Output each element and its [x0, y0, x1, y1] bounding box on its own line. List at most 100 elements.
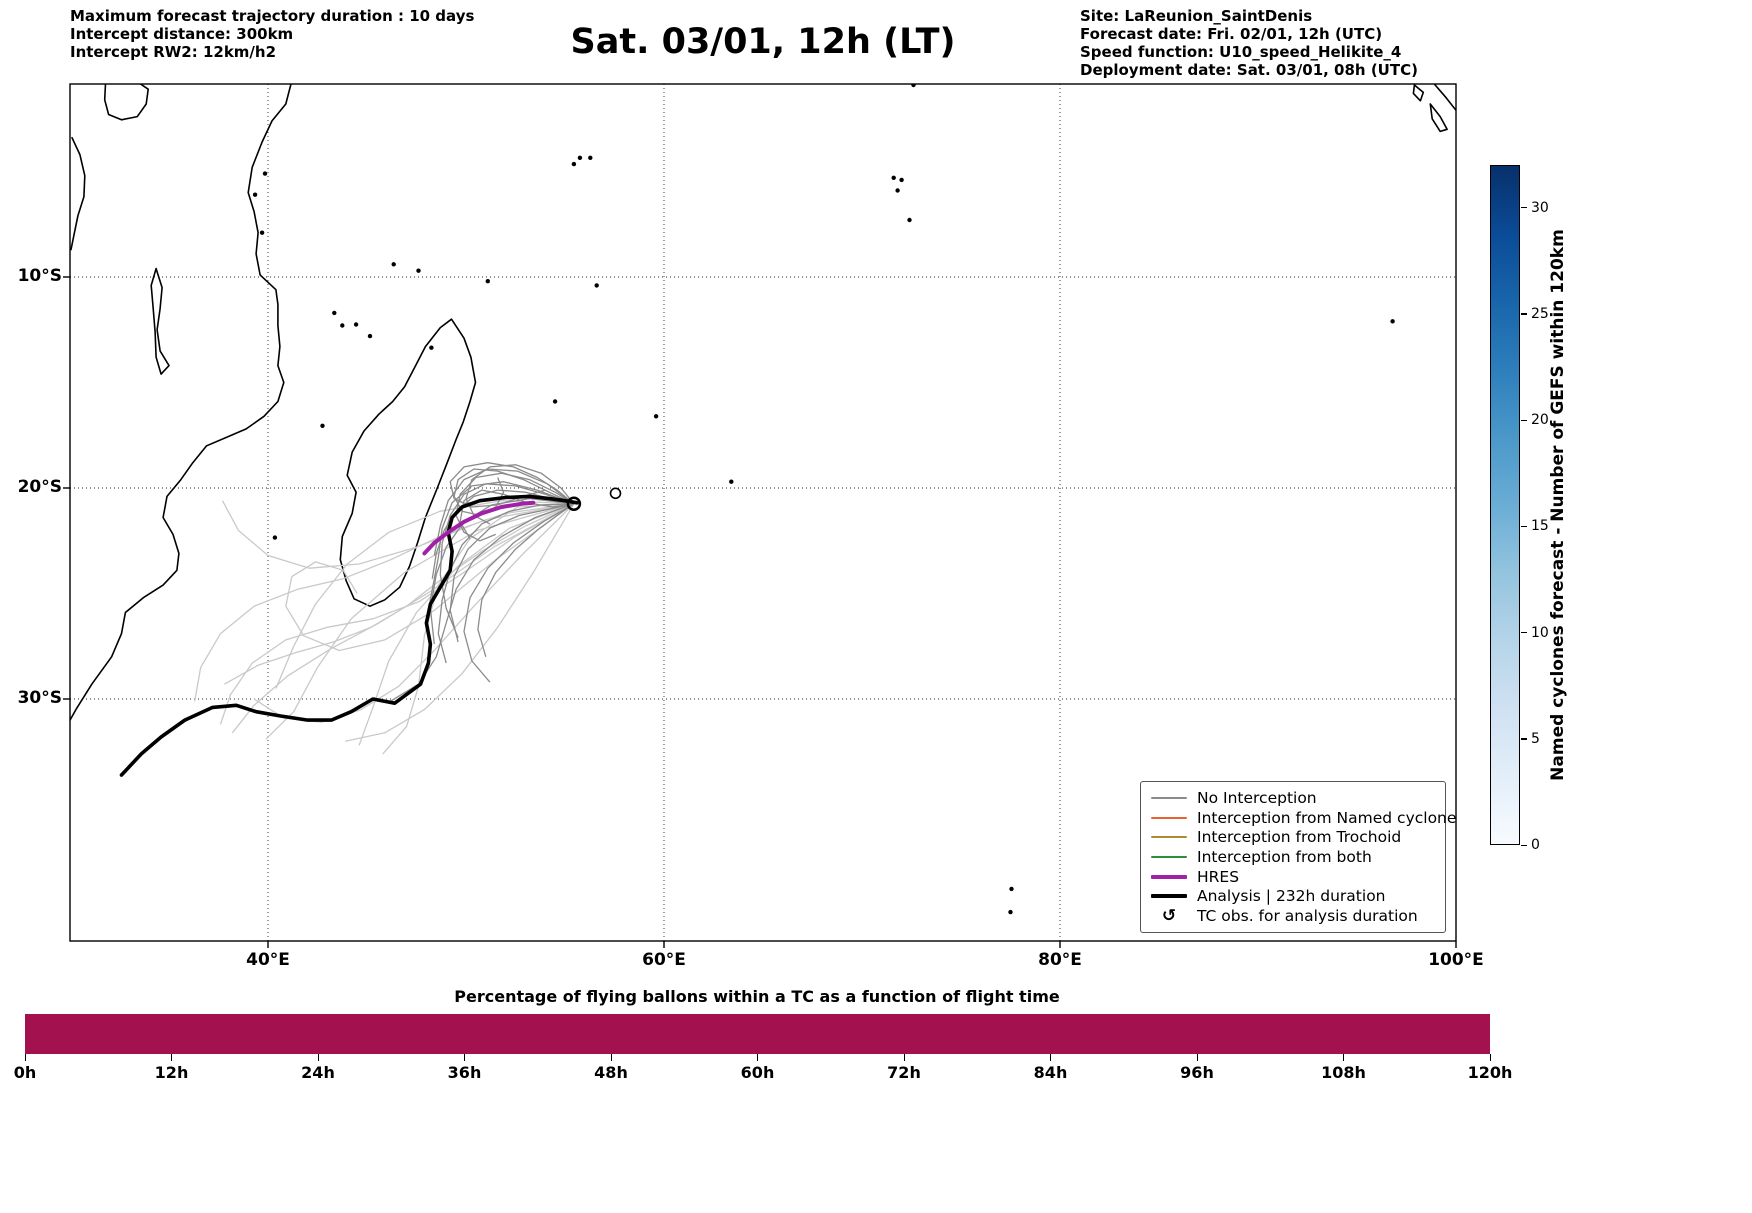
- island-dot: [899, 177, 904, 183]
- island-dot: [891, 175, 896, 180]
- legend-line: [1151, 856, 1187, 859]
- colorbar-tick-label: 0: [1531, 837, 1540, 853]
- island-dot: [907, 217, 912, 223]
- island-dot: [729, 479, 734, 484]
- colorbar-gradient: [1490, 165, 1520, 845]
- coastline-lake_malawi: [150, 267, 170, 375]
- flight-axis-tick-label: 48h: [594, 1063, 628, 1082]
- island-dot: [367, 333, 373, 339]
- island-dot: [429, 345, 434, 350]
- colorbar-tick-label: 10: [1531, 624, 1549, 641]
- gefs-track: [449, 462, 575, 508]
- lat-tick-label: 10°S: [17, 266, 62, 286]
- gefs-track-faded: [382, 503, 574, 755]
- flight-percentage-bar: [25, 1014, 1490, 1054]
- legend-item: HRES: [1151, 867, 1435, 887]
- legend-item: Interception from both: [1151, 847, 1435, 867]
- legend-label: HRES: [1197, 867, 1240, 886]
- flight-axis-tick-mark: [903, 1054, 905, 1061]
- legend-line-swatch: [1151, 816, 1187, 819]
- colorbar-tick-label: 20: [1531, 412, 1549, 428]
- island-dot: [1390, 319, 1395, 324]
- island-dot: [653, 414, 659, 419]
- legend-line: [1151, 836, 1187, 839]
- island-dot: [262, 171, 268, 176]
- lon-tick-label: 100°E: [1428, 950, 1484, 970]
- coastline-sumatra_coast: [1433, 84, 1456, 112]
- flight-axis-tick-label: 0h: [13, 1063, 37, 1082]
- flight-axis-tick-mark: [1489, 1054, 1491, 1061]
- map-layers: [70, 84, 1456, 941]
- gefs-track: [449, 503, 575, 643]
- lon-tick-label: 40°E: [246, 950, 290, 970]
- legend-label: Interception from Named cyclone: [1197, 808, 1457, 827]
- legend-line-swatch: [1151, 894, 1187, 899]
- legend-item: Interception from Named cyclone: [1151, 808, 1456, 828]
- island-dot: [577, 155, 583, 160]
- gefs-track: [465, 464, 575, 525]
- coastline-africa: [70, 84, 292, 721]
- lon-tick-label: 60°E: [642, 950, 686, 970]
- forecast-config-block: Maximum forecast trajectory duration : 1…: [70, 7, 474, 61]
- colorbar-tick-label: 15: [1531, 518, 1549, 535]
- flight-axis-tick-mark: [24, 1054, 26, 1061]
- gefs-track-faded: [219, 503, 575, 725]
- flight-axis-tick-mark: [464, 1054, 466, 1061]
- gefs-track-faded: [231, 503, 575, 734]
- intercept-rw2-text: Intercept RW2: 12km/h2: [70, 43, 277, 61]
- gefs-track: [425, 481, 575, 622]
- island-dot: [353, 322, 359, 327]
- flight-axis-tick-label: 60h: [740, 1063, 775, 1082]
- flight-axis-tick-mark: [757, 1054, 759, 1061]
- island-dot: [252, 192, 258, 197]
- gefs-track: [437, 503, 574, 664]
- legend-label: Analysis | 232h duration: [1197, 887, 1386, 906]
- colorbar-tick-mark: [1521, 419, 1527, 421]
- colorbar-tick-label: 25: [1531, 305, 1549, 322]
- page-title: Sat. 03/01, 12h (LT): [570, 22, 956, 62]
- hres-track: [422, 500, 536, 556]
- legend-label: No Interception: [1197, 788, 1317, 807]
- gefs-track-faded: [345, 503, 575, 742]
- launch-site-marker: [566, 496, 582, 512]
- island-dot: [391, 262, 396, 267]
- gefs-track: [439, 483, 575, 639]
- legend-label: Interception from both: [1197, 848, 1372, 867]
- map-frame: [69, 83, 1457, 942]
- legend-label: Interception from Trochoid: [1197, 828, 1402, 847]
- colorbar-tick-mark: [1521, 525, 1527, 528]
- colorbar-tick-label: 30: [1531, 199, 1549, 216]
- legend-line-swatch: [1151, 856, 1187, 859]
- colorbar-tick-mark: [1521, 738, 1527, 740]
- legend-line: [1151, 816, 1187, 819]
- island-dot: [552, 399, 558, 404]
- legend-item: Interception from Trochoid: [1151, 827, 1435, 847]
- gefs-track-faded: [275, 500, 574, 689]
- flight-axis-tick-mark: [171, 1054, 173, 1061]
- gefs-track-faded: [221, 500, 575, 569]
- island-dot: [588, 155, 593, 160]
- island-dot: [571, 161, 577, 167]
- flight-axis-tick-label: 24h: [301, 1063, 335, 1082]
- island-dot: [259, 230, 265, 235]
- gefs-track: [455, 472, 575, 542]
- coastline-madagascar: [339, 318, 477, 608]
- flight-axis-tick-label: 36h: [447, 1063, 482, 1082]
- island-dot: [320, 423, 325, 428]
- map-legend: No Interception Interception from Named c…: [1140, 781, 1456, 933]
- flight-axis-tick-mark: [610, 1054, 612, 1061]
- colorbar-tick-label: 5: [1531, 730, 1540, 747]
- island-dot: [416, 268, 421, 273]
- island-dot: [911, 84, 916, 88]
- max-duration-text: Maximum forecast trajectory duration : 1…: [70, 7, 475, 25]
- speed-function-text: Speed function: U10_speed_Helikite_4: [1080, 43, 1402, 61]
- site-info-block: Site: LaReunion_SaintDenis Forecast date…: [1080, 7, 1418, 79]
- colorbar-tick-mark: [1521, 844, 1527, 846]
- flight-axis-tick-label: 84h: [1033, 1063, 1068, 1082]
- island-mauritius: [609, 487, 622, 500]
- gefs-track: [463, 503, 575, 683]
- intercept-distance-text: Intercept distance: 300km: [70, 25, 294, 43]
- colorbar-tick-mark: [1521, 207, 1527, 209]
- flight-axis-tick-mark: [317, 1054, 319, 1061]
